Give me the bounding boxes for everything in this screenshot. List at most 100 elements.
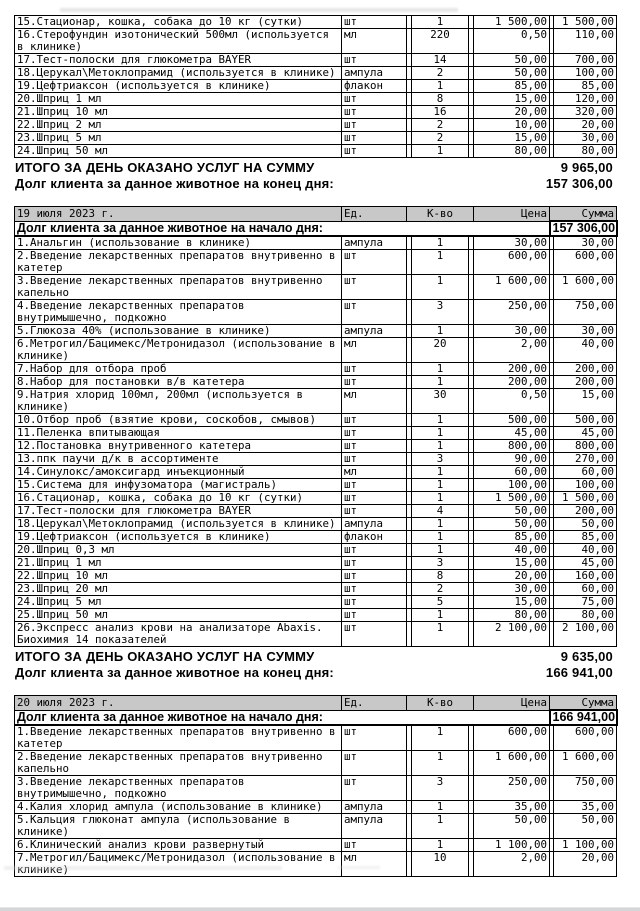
table-row: 17.Тест-полоски для глюкометра BAYER шт 4 5… <box>14 504 617 518</box>
item-name-cell: 1.Введение лекарственных препаратов внут… <box>14 724 342 751</box>
item-sum-cell: 1 600,00 <box>549 750 617 776</box>
item-price-cell: 85,00 <box>473 530 550 544</box>
col-header-unit: Ед. <box>341 206 407 222</box>
item-price-cell: 250,00 <box>473 299 550 325</box>
item-name-cell: 12.Постановка внутривенного катетера <box>14 439 342 453</box>
item-price-cell: 20,00 <box>473 569 550 583</box>
item-name-cell: 5.Глюкоза 40% (использование в клинике) <box>14 324 342 338</box>
table-row: 17.Тест-полоски для глюкометра BAYER шт 14… <box>14 53 617 67</box>
item-unit-cell: ампула <box>341 813 407 839</box>
item-qty-cell: 1 <box>406 413 474 427</box>
item-name-cell: 26.Экспресс анализ крови на анализаторе … <box>14 621 342 647</box>
item-sum-cell: 80,00 <box>549 144 617 158</box>
table-row: 13.ппк паучи д/к в ассортименте шт 3 90,00 2… <box>14 452 617 466</box>
item-unit-cell: шт <box>341 491 407 505</box>
item-price-cell: 800,00 <box>473 439 550 453</box>
item-name-cell: 3.Введение лекарственных препаратов внут… <box>14 775 342 801</box>
item-qty-cell: 3 <box>406 452 474 466</box>
item-price-cell: 0,50 <box>473 388 550 414</box>
table-row: 24.Шприц 50 мл шт 1 80,00 80,00 <box>14 144 617 158</box>
item-qty-cell: 1 <box>406 750 474 776</box>
table-row: 3.Введение лекарственных препаратов внут… <box>14 775 617 801</box>
item-sum-cell: 1 500,00 <box>549 15 617 29</box>
item-sum-cell: 110,00 <box>549 28 617 54</box>
item-qty-cell: 1 <box>406 439 474 453</box>
item-unit-cell: шт <box>341 582 407 596</box>
item-unit-cell: шт <box>341 375 407 389</box>
item-price-cell: 30,00 <box>473 324 550 338</box>
item-sum-cell: 1 500,00 <box>549 491 617 505</box>
item-unit-cell: шт <box>341 92 407 106</box>
debt-end-value: 166 941,00 <box>545 665 613 680</box>
item-name-cell: 19.Цефтриаксон (используется в клинике) <box>14 530 342 544</box>
item-price-cell: 600,00 <box>473 249 550 275</box>
table-row: 7.Метрогил/Бацимекс/Метронидазол (исполь… <box>14 851 617 877</box>
item-unit-cell: шт <box>341 426 407 440</box>
table-row: 8.Набор для постановки в/в катетера шт 1 20… <box>14 375 617 389</box>
item-unit-cell: шт <box>341 439 407 453</box>
debt-start-row: Долг клиента за данное животное на начал… <box>14 709 618 726</box>
day-totals-block: ИТОГО ЗА ДЕНЬ ОКАЗАНО УСЛУГ НА СУММУ 9 96… <box>14 160 616 192</box>
item-price-cell: 1 500,00 <box>473 15 550 29</box>
item-unit-cell: шт <box>341 838 407 852</box>
item-unit-cell: шт <box>341 621 407 647</box>
item-sum-cell: 60,00 <box>549 582 617 596</box>
item-qty-cell: 2 <box>406 582 474 596</box>
item-name-cell: 13.ппк паучи д/к в ассортименте <box>14 452 342 466</box>
item-price-cell: 90,00 <box>473 452 550 466</box>
item-price-cell: 2 100,00 <box>473 621 550 647</box>
day-total-value: 9 965,00 <box>560 160 613 175</box>
table-row: 11.Пеленка впитывающая шт 1 45,00 45,00 <box>14 426 617 440</box>
debt-end-row: Долг клиента за данное животное на конец… <box>14 176 616 192</box>
item-unit-cell: шт <box>341 413 407 427</box>
item-price-cell: 50,00 <box>473 66 550 80</box>
table-row: 24.Шприц 5 мл шт 5 15,00 75,00 <box>14 595 617 609</box>
item-price-cell: 15,00 <box>473 556 550 570</box>
table-row: 23.Шприц 20 мл шт 2 30,00 60,00 <box>14 582 617 596</box>
item-qty-cell: 8 <box>406 569 474 583</box>
item-qty-cell: 3 <box>406 775 474 801</box>
day-total-row: ИТОГО ЗА ДЕНЬ ОКАЗАНО УСЛУГ НА СУММУ 9 63… <box>14 649 616 665</box>
services-table: 19 июля 2023 г. Ед. К-во Цена Сумма Долг клие… <box>14 206 618 647</box>
day-total-label: ИТОГО ЗА ДЕНЬ ОКАЗАНО УСЛУГ НА СУММУ <box>15 160 315 175</box>
table-row: 16.Стационар, кошка, собака до 10 кг (су… <box>14 491 617 505</box>
item-name-cell: 22.Шприц 10 мл <box>14 569 342 583</box>
item-price-cell: 60,00 <box>473 465 550 479</box>
item-unit-cell: ампула <box>341 235 407 250</box>
item-unit-cell: шт <box>341 452 407 466</box>
item-name-cell: 15.Система для инфузоматора (магистраль) <box>14 478 342 492</box>
item-unit-cell: шт <box>341 299 407 325</box>
debt-end-label: Долг клиента за данное животное на конец… <box>15 665 334 680</box>
item-name-cell: 22.Шприц 2 мл <box>14 118 342 132</box>
item-name-cell: 21.Шприц 10 мл <box>14 105 342 119</box>
item-unit-cell: шт <box>341 144 407 158</box>
table-row: 5.Кальция глюконат ампула (использование… <box>14 813 617 839</box>
item-unit-cell: мл <box>341 28 407 54</box>
item-unit-cell: ампула <box>341 66 407 80</box>
item-qty-cell: 220 <box>406 28 474 54</box>
item-sum-cell: 80,00 <box>549 608 617 622</box>
item-price-cell: 40,00 <box>473 543 550 557</box>
table-row: 4.Калия хлорид ампула (использование в к… <box>14 800 617 814</box>
item-qty-cell: 1 <box>406 249 474 275</box>
table-row: 12.Постановка внутривенного катетера шт 1 8… <box>14 439 617 453</box>
item-qty-cell: 1 <box>406 15 474 29</box>
item-qty-cell: 1 <box>406 144 474 158</box>
item-price-cell: 2,00 <box>473 851 550 877</box>
item-name-cell: 5.Кальция глюконат ампула (использование… <box>14 813 342 839</box>
item-sum-cell: 35,00 <box>549 800 617 814</box>
item-price-cell: 80,00 <box>473 608 550 622</box>
item-sum-cell: 30,00 <box>549 235 617 250</box>
item-qty-cell: 1 <box>406 530 474 544</box>
item-sum-cell: 750,00 <box>549 299 617 325</box>
item-qty-cell: 1 <box>406 465 474 479</box>
clipped-previous-row-remnant <box>60 8 458 12</box>
table-row: 4.Введение лекарственных препаратов внут… <box>14 299 617 325</box>
item-name-cell: 1.Анальгин (использование в клинике) <box>14 235 342 250</box>
item-unit-cell: ампула <box>341 324 407 338</box>
column-header-row: 19 июля 2023 г. Ед. К-во Цена Сумма <box>14 206 617 222</box>
item-name-cell: 3.Введение лекарственных препаратов внут… <box>14 274 342 300</box>
col-header-sum: Сумма <box>549 695 617 711</box>
item-unit-cell: шт <box>341 249 407 275</box>
item-name-cell: 18.Церукал\Метоклопрамид (используется в… <box>14 66 342 80</box>
